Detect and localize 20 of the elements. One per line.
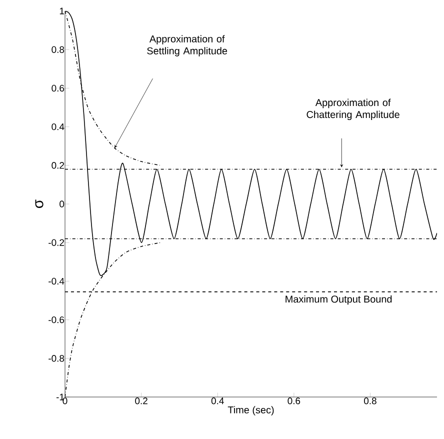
y-tick-label: -0.6 [48,316,64,324]
y-axis-title: σ [35,200,44,208]
y-tick-label: -1 [56,394,64,400]
y-tick-label: 0 [60,200,64,208]
y-tick-label: 0.2 [52,162,64,169]
annotation: Approximation of Settling Amplitude [147,35,228,56]
x-tick-label: 0.4 [211,398,224,404]
x-tick-label: 0.8 [364,398,376,404]
y-tick-label: 0.8 [52,46,64,53]
x-tick-label: 0.6 [288,398,300,404]
x-tick-label: 0.2 [135,398,148,404]
x-axis-title: Time (sec) [228,406,274,416]
y-tick-label: -0.4 [48,278,64,285]
y-tick-label: -0.2 [48,239,64,246]
annotation: Approximation of Chattering Amplitude [306,98,400,120]
y-tick-label: -0.8 [48,355,64,362]
y-tick-label: 0.6 [52,84,64,92]
ref-line-label: Maximum Output Bound [286,295,392,305]
y-tick-label: 1 [60,8,64,14]
y-tick-label: 0.4 [52,123,64,130]
